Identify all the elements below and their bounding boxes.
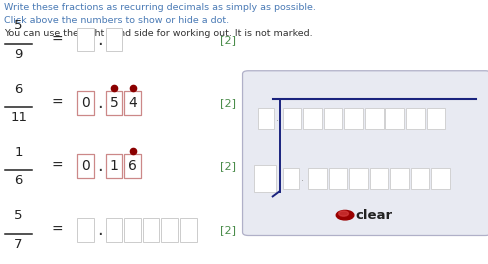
Text: 9: 9 (14, 48, 23, 60)
FancyBboxPatch shape (410, 168, 428, 189)
FancyBboxPatch shape (77, 91, 94, 115)
Text: 6: 6 (14, 174, 23, 187)
FancyBboxPatch shape (105, 218, 122, 242)
FancyBboxPatch shape (364, 108, 383, 129)
FancyBboxPatch shape (161, 218, 178, 242)
FancyBboxPatch shape (124, 91, 141, 115)
Text: =: = (52, 223, 63, 237)
FancyBboxPatch shape (124, 91, 141, 115)
Text: .: . (301, 173, 304, 183)
Text: 6: 6 (14, 83, 23, 96)
FancyBboxPatch shape (430, 168, 449, 189)
Text: .: . (97, 221, 102, 239)
Text: =: = (52, 32, 63, 47)
Text: 11: 11 (10, 111, 27, 124)
Text: 6: 6 (128, 159, 137, 173)
Text: Write these fractions as recurring decimals as simply as possible.: Write these fractions as recurring decim… (4, 3, 315, 12)
Text: .: . (97, 94, 102, 112)
FancyBboxPatch shape (77, 154, 94, 178)
Text: 1: 1 (14, 146, 23, 159)
Circle shape (336, 210, 353, 220)
FancyBboxPatch shape (258, 108, 273, 129)
Text: 5: 5 (14, 209, 23, 222)
FancyBboxPatch shape (283, 168, 299, 189)
FancyBboxPatch shape (303, 108, 321, 129)
FancyBboxPatch shape (105, 28, 122, 51)
Text: clear: clear (355, 209, 392, 222)
Text: [2]: [2] (220, 98, 236, 108)
Text: You can use the right hand side for working out. It is not marked.: You can use the right hand side for work… (4, 29, 312, 37)
FancyBboxPatch shape (180, 218, 196, 242)
Text: =: = (52, 159, 63, 173)
FancyBboxPatch shape (77, 154, 94, 178)
FancyBboxPatch shape (77, 91, 94, 115)
Text: [2]: [2] (220, 35, 236, 45)
Text: [2]: [2] (220, 161, 236, 171)
FancyBboxPatch shape (385, 108, 403, 129)
Text: =: = (52, 96, 63, 110)
FancyBboxPatch shape (77, 28, 94, 51)
FancyBboxPatch shape (124, 154, 141, 178)
FancyBboxPatch shape (389, 168, 408, 189)
FancyBboxPatch shape (77, 218, 94, 242)
Circle shape (338, 211, 348, 216)
Text: [2]: [2] (220, 225, 236, 235)
FancyBboxPatch shape (242, 71, 488, 235)
FancyBboxPatch shape (323, 108, 342, 129)
FancyBboxPatch shape (142, 218, 159, 242)
Text: .: . (275, 113, 278, 123)
FancyBboxPatch shape (348, 168, 367, 189)
Text: .: . (97, 31, 102, 49)
FancyBboxPatch shape (426, 108, 444, 129)
Text: 0: 0 (81, 96, 90, 110)
FancyBboxPatch shape (405, 108, 424, 129)
Text: 5: 5 (109, 96, 118, 110)
FancyBboxPatch shape (369, 168, 387, 189)
FancyBboxPatch shape (124, 218, 141, 242)
FancyBboxPatch shape (105, 154, 122, 178)
FancyBboxPatch shape (344, 108, 362, 129)
Text: Click above the numbers to show or hide a dot.: Click above the numbers to show or hide … (4, 16, 228, 25)
FancyBboxPatch shape (105, 91, 122, 115)
FancyBboxPatch shape (254, 165, 275, 192)
FancyBboxPatch shape (282, 108, 301, 129)
FancyBboxPatch shape (124, 154, 141, 178)
FancyBboxPatch shape (328, 168, 346, 189)
Text: 5: 5 (14, 19, 23, 32)
Text: 4: 4 (128, 96, 137, 110)
FancyBboxPatch shape (105, 154, 122, 178)
FancyBboxPatch shape (307, 168, 326, 189)
Text: 7: 7 (14, 238, 23, 251)
FancyBboxPatch shape (105, 91, 122, 115)
Text: 1: 1 (109, 159, 118, 173)
Text: .: . (97, 157, 102, 175)
Text: 0: 0 (81, 159, 90, 173)
